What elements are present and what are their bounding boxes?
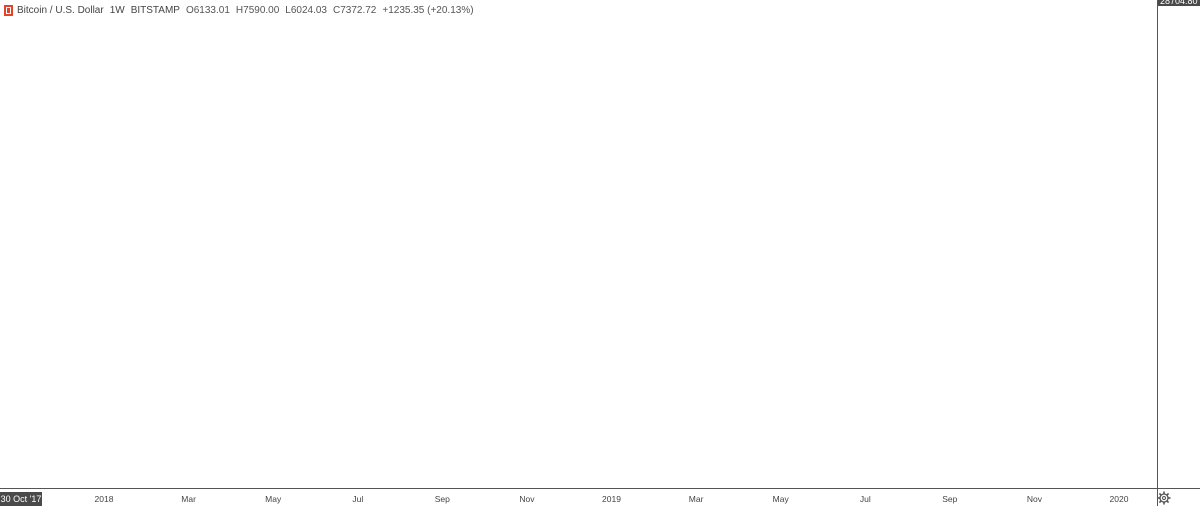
chart-header: Bitcoin / U.S. Dollar 1W BITSTAMP O6133.…	[4, 3, 474, 17]
top-price-tag	[1158, 0, 1200, 6]
time-tick-label: May	[773, 494, 790, 504]
low-value: L6024.03	[285, 4, 327, 16]
time-tick-label: 2019	[602, 494, 621, 504]
price-axis[interactable]: 28704.8024000.0022000.0020000.0018000.00…	[1157, 0, 1200, 506]
time-tick-label: Sep	[435, 494, 450, 504]
gear-icon[interactable]	[1157, 491, 1171, 505]
exchange-label: BITSTAMP	[130, 4, 180, 16]
time-axis[interactable]: 2018 Mar May Jul Sep Nov 2019 Mar May Jul Sep Nov 20…	[0, 488, 1200, 505]
time-tick-label: Jul	[860, 494, 871, 504]
time-tick-label: Sep	[942, 494, 957, 504]
interval-label[interactable]: 1W	[109, 4, 125, 16]
time-tick-label: Mar	[181, 494, 196, 504]
symbol-name[interactable]: Bitcoin / U.S. Dollar	[17, 4, 104, 16]
tradingview-logo-icon	[4, 4, 13, 16]
time-tick-label: Jul	[352, 494, 363, 504]
time-tick-label: May	[265, 494, 282, 504]
time-tick-label: Nov	[519, 494, 535, 504]
start-date-badge: 30 Oct '17	[0, 492, 42, 506]
time-tick-label: Nov	[1027, 494, 1043, 504]
time-tick-label: 2018	[95, 494, 114, 504]
price-axis-panel	[1157, 0, 1200, 488]
change-value: +1235.35 (+20.13%)	[382, 4, 474, 16]
time-tick-label: Mar	[689, 494, 704, 504]
close-value: C7372.72	[333, 4, 377, 16]
open-value: O6133.01	[185, 4, 230, 16]
time-tick-label: 2020	[1110, 494, 1129, 504]
high-value: H7590.00	[235, 4, 280, 16]
top-price-label: 28704.80	[1160, 0, 1198, 6]
